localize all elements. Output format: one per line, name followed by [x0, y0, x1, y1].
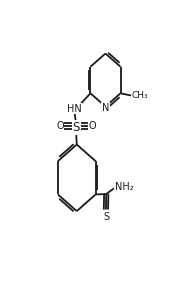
Text: O: O: [88, 121, 96, 131]
Text: O: O: [56, 121, 64, 131]
Text: CH₃: CH₃: [131, 91, 148, 100]
Text: N: N: [102, 102, 109, 112]
Text: HN: HN: [67, 104, 82, 114]
Text: S: S: [72, 121, 80, 134]
Text: S: S: [103, 212, 109, 222]
Text: NH₂: NH₂: [115, 182, 133, 192]
